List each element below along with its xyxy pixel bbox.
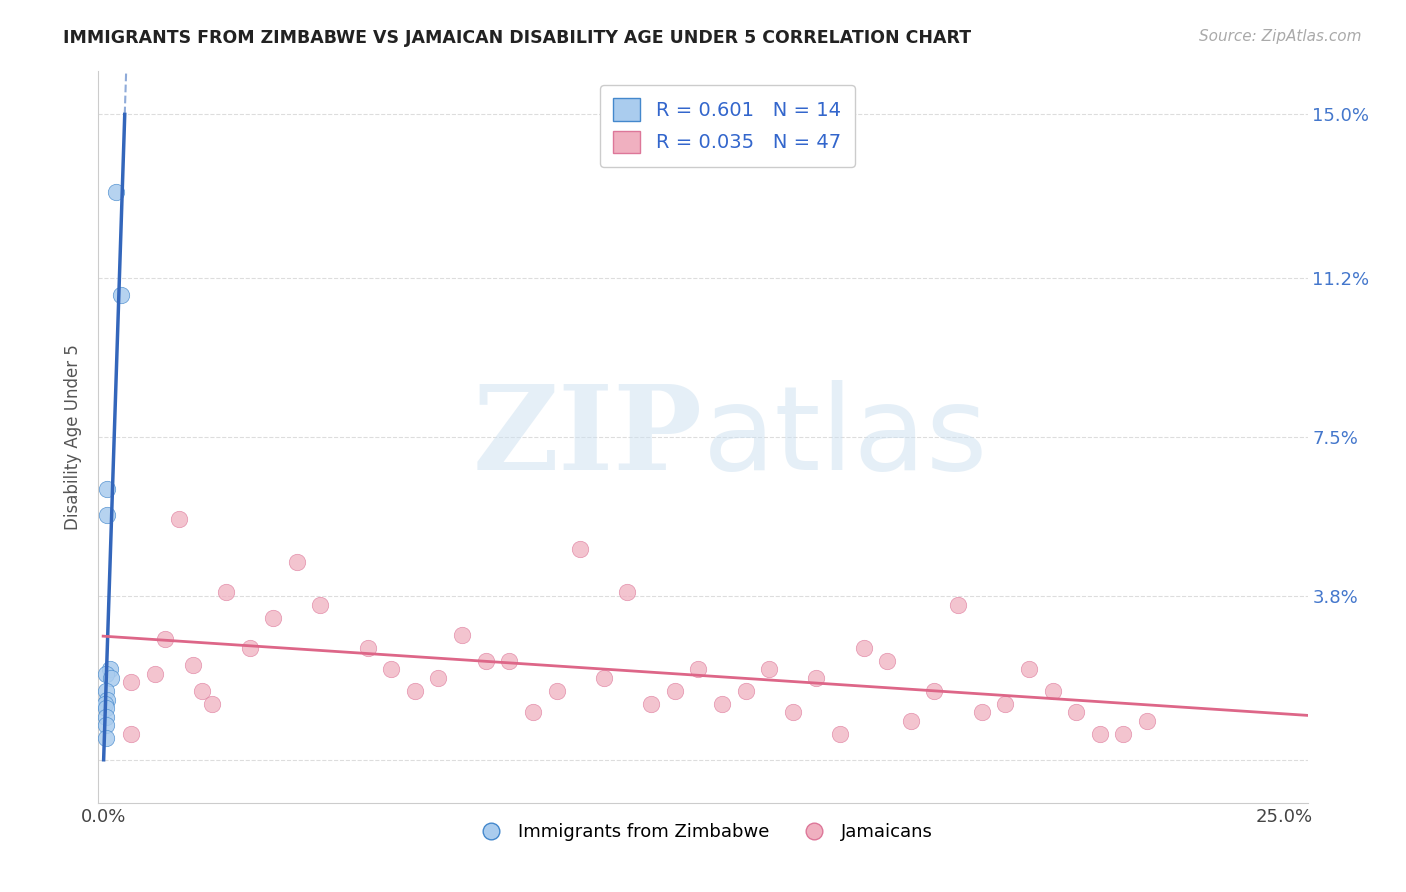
Point (404, 684, 426, 698)
Point (876, 654, 898, 668)
Point (285, 555, 308, 569)
Point (110, 288, 132, 302)
Point (94, 731, 117, 746)
Point (96, 666, 118, 681)
Point (994, 697, 1017, 711)
Point (664, 684, 686, 698)
Point (96, 692, 118, 706)
Point (546, 684, 568, 698)
Point (451, 628, 474, 642)
Point (946, 598, 969, 612)
Point (100, 671, 122, 685)
Point (201, 697, 224, 711)
Point (143, 666, 166, 681)
Point (309, 598, 332, 612)
Point (153, 632, 176, 647)
Point (828, 727, 851, 741)
Point (498, 654, 520, 668)
Point (121, 727, 143, 741)
Point (782, 706, 804, 720)
Point (710, 697, 733, 711)
Text: Source: ZipAtlas.com: Source: ZipAtlas.com (1198, 29, 1361, 44)
Point (239, 640, 262, 655)
Point (356, 640, 378, 655)
Point (94, 701, 117, 715)
Point (191, 684, 214, 698)
Point (1064, 706, 1087, 720)
Point (96, 710, 118, 724)
Point (94, 684, 117, 698)
Point (616, 585, 638, 599)
Point (181, 658, 204, 673)
Point (94, 697, 117, 711)
Y-axis label: Disability Age Under 5: Disability Age Under 5 (65, 344, 83, 530)
Point (380, 662, 402, 676)
Point (96, 508, 118, 522)
Point (640, 697, 662, 711)
Point (688, 662, 710, 676)
Text: atlas: atlas (703, 380, 988, 494)
Point (121, 675, 143, 690)
Point (98, 662, 121, 676)
Point (970, 706, 993, 720)
Point (474, 654, 496, 668)
Legend: Immigrants from Zimbabwe, Jamaicans: Immigrants from Zimbabwe, Jamaicans (465, 816, 941, 848)
Point (734, 684, 756, 698)
Point (758, 662, 780, 676)
Point (167, 512, 190, 526)
Point (262, 611, 284, 625)
Text: IMMIGRANTS FROM ZIMBABWE VS JAMAICAN DISABILITY AGE UNDER 5 CORRELATION CHART: IMMIGRANTS FROM ZIMBABWE VS JAMAICAN DIS… (63, 29, 972, 46)
Point (215, 585, 238, 599)
Point (522, 706, 544, 720)
Point (592, 671, 614, 685)
Point (105, 185, 128, 199)
Point (427, 671, 450, 685)
Point (924, 684, 946, 698)
Point (806, 671, 828, 685)
Point (569, 541, 592, 556)
Point (852, 640, 875, 655)
Text: ZIP: ZIP (472, 380, 703, 494)
Point (96, 482, 118, 496)
Point (1112, 727, 1135, 741)
Point (1018, 662, 1040, 676)
Point (900, 714, 922, 728)
Point (1042, 684, 1064, 698)
Point (1136, 714, 1159, 728)
Point (94, 718, 117, 732)
Point (1088, 727, 1111, 741)
